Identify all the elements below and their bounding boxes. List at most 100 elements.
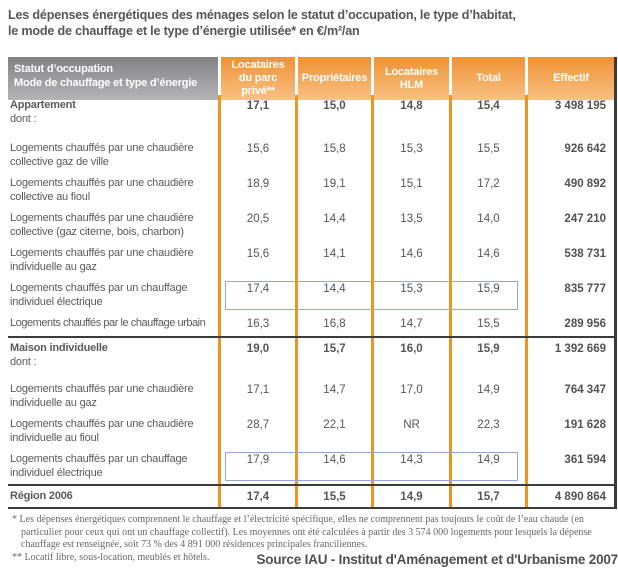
table-row: Logements chauffés par une chaudière ind… xyxy=(8,243,614,278)
row-label: Logements chauffés par une chaudière ind… xyxy=(8,379,218,414)
value-cell: 15,6 xyxy=(218,243,295,278)
row-label-text: Logements chauffés par un chauffage indi… xyxy=(10,282,188,308)
value-cell: 14,9 xyxy=(447,449,525,484)
value-cell: 15,0 xyxy=(295,95,371,138)
row-label-text: Logements chauffés par une chaudière ind… xyxy=(10,383,194,409)
header-cell-effectif: Effectif xyxy=(525,57,614,100)
effectif-cell: 361 594 xyxy=(525,449,614,484)
value-cell: 14,0 xyxy=(449,208,525,243)
effectif-cell: 764 347 xyxy=(525,379,614,414)
value-cell: 22,1 xyxy=(295,414,371,449)
value-cell: 17,4 xyxy=(218,486,295,507)
value-cell: 16,3 xyxy=(218,313,295,336)
header-cell-locataires-prive: Locataires du parc privé** xyxy=(218,57,295,100)
value-cell: 14,1 xyxy=(295,243,371,278)
effectif-cell: 538 731 xyxy=(525,243,614,278)
value-cell: 17,2 xyxy=(449,173,525,208)
value-cell: 15,4 xyxy=(449,95,525,138)
value-cell: 19,0 xyxy=(218,338,295,379)
table-row: Logements chauffés par une chaudière ind… xyxy=(8,379,614,414)
value-cell: 14,7 xyxy=(295,379,371,414)
row-label: Logements chauffés par une chaudière ind… xyxy=(8,414,218,449)
value-cell: 15,9 xyxy=(449,338,525,379)
header-cell-total: Total xyxy=(449,57,525,100)
value-cell: 20,5 xyxy=(218,208,295,243)
value-cell: 15,5 xyxy=(449,313,525,336)
effectif-cell: 926 642 xyxy=(525,138,614,173)
effectif-cell: 490 892 xyxy=(525,173,614,208)
value-cell: 17,9 xyxy=(218,449,300,484)
table-row: Logements chauffés par une chaudière col… xyxy=(8,208,614,243)
row-label: Logements chauffés par une chaudière ind… xyxy=(8,243,218,278)
table-header-row: Statut d’occupation Mode de chauffage et… xyxy=(8,57,614,100)
row-label: Logements chauffés par un chauffage indi… xyxy=(8,278,218,313)
row-label-text: Logements chauffés par une chaudière ind… xyxy=(10,418,194,444)
value-cell: 16,8 xyxy=(295,313,371,336)
source-credit: Source IAU - Institut d'Aménagement et d… xyxy=(256,552,618,567)
value-cell: 15,5 xyxy=(449,138,525,173)
table-row: Appartement dont :17,1 15,0 14,8 15,4 3 498 1… xyxy=(8,95,614,138)
table-row: Maison individuelle dont :19,0 15,7 16,0 15,… xyxy=(8,336,614,379)
effectif-cell: 289 956 xyxy=(525,313,614,336)
effectif-cell: 4 890 864 xyxy=(525,486,614,507)
value-cell: 14,9 xyxy=(371,486,449,507)
value-cell: 15,7 xyxy=(295,338,371,379)
value-cell: 14,4 xyxy=(295,208,371,243)
effectif-cell: 191 628 xyxy=(525,414,614,449)
table-row: Région 2006 17,4 15,5 14,9 15,7 4 890 864 xyxy=(8,484,614,507)
row-label: Logements chauffés par une chaudière col… xyxy=(8,208,218,243)
header-statut-line-1: Statut d’occupation xyxy=(14,63,113,75)
row-label-text: Logements chauffés par un chauffage indi… xyxy=(10,453,188,479)
row-label: Appartement dont : xyxy=(8,95,218,138)
row-label-text: Logements chauffés par une chaudière col… xyxy=(10,177,194,203)
row-label: Maison individuelle dont : xyxy=(8,338,218,379)
row-label-text: Logements chauffés par le chauffage urba… xyxy=(10,317,206,329)
value-cell: 13,5 xyxy=(371,208,449,243)
value-cell: 28,7 xyxy=(218,414,295,449)
header-cell-locataires-hlm: Locataires HLM xyxy=(371,57,449,100)
value-cell: 19,1 xyxy=(295,173,371,208)
table-body: Appartement dont :17,1 15,0 14,8 15,4 3 498 1… xyxy=(8,95,614,509)
row-label-text: Appartement xyxy=(10,99,76,111)
effectif-cell: 835 777 xyxy=(525,278,614,313)
header-statut-line-2: Mode de chauffage et type d’énergie xyxy=(14,77,198,89)
value-cell: 22,3 xyxy=(449,414,525,449)
value-cell: 14,7 xyxy=(371,313,449,336)
value-cell: 15,8 xyxy=(295,138,371,173)
table-row: Logements chauffés par un chauffage indi… xyxy=(8,278,614,313)
energy-expenses-table: Statut d’occupation Mode de chauffage et… xyxy=(8,57,617,509)
row-label-text: Région 2006 xyxy=(10,490,73,502)
value-cell: 14,6 xyxy=(449,243,525,278)
value-cell: 15,7 xyxy=(449,486,525,507)
row-label: Logements chauffés par une chaudière col… xyxy=(8,173,218,208)
table-row: Logements chauffés par une chaudière col… xyxy=(8,173,614,208)
row-label-text: Maison individuelle xyxy=(10,342,108,354)
value-cell: 14,6 xyxy=(293,449,376,484)
value-cell: NR xyxy=(371,414,449,449)
value-cell: 15,1 xyxy=(371,173,449,208)
row-label: Logements chauffés par un chauffage indi… xyxy=(8,449,218,484)
header-cell-statut: Statut d’occupation Mode de chauffage et… xyxy=(8,57,218,100)
footnote-1: * Les dépenses énergétiques comprennent … xyxy=(12,514,592,551)
row-label: Région 2006 xyxy=(8,486,218,507)
effectif-cell: 247 210 xyxy=(525,208,614,243)
effectif-cell: 3 498 195 xyxy=(525,95,614,138)
row-sublabel: dont : xyxy=(10,112,37,125)
value-cell: 14,8 xyxy=(371,95,449,138)
row-label: Logements chauffés par le chauffage urba… xyxy=(8,313,218,336)
row-sublabel: dont : xyxy=(10,355,37,368)
row-label-text: Logements chauffés par une chaudière ind… xyxy=(10,247,194,273)
row-label-text: Logements chauffés par une chaudière col… xyxy=(10,212,194,238)
value-cell: 15,3 xyxy=(371,138,449,173)
header-cell-proprietaires: Propriétaires xyxy=(295,57,371,100)
value-cell: 17,4 xyxy=(218,278,300,313)
value-cell: 17,1 xyxy=(218,95,295,138)
row-label-text: Logements chauffés par une chaudière col… xyxy=(10,142,194,168)
figure-title: Les dépenses énergétiques des ménages se… xyxy=(8,7,608,39)
value-cell: 15,6 xyxy=(218,138,295,173)
value-cell: 18,9 xyxy=(218,173,295,208)
title-line-2: le mode de chauffage et le type d’énergi… xyxy=(8,24,360,38)
footnote-2: ** Locatif libre, sous-location, meublés… xyxy=(12,551,210,563)
value-cell: 14,4 xyxy=(293,278,376,313)
table-row: Logements chauffés par une chaudière col… xyxy=(8,138,614,173)
